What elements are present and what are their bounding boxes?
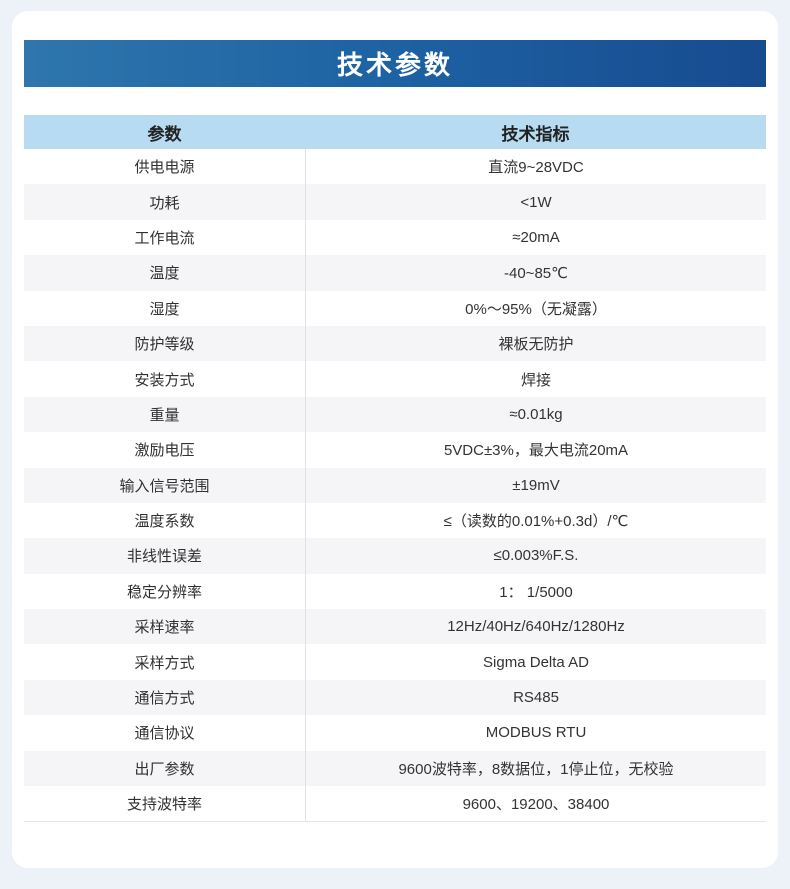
table-row: 稳定分辨率 1： 1/5000 bbox=[24, 573, 766, 610]
value-cell: <1W bbox=[305, 184, 766, 220]
value-cell: 9600、19200、38400 bbox=[305, 786, 766, 822]
value-cell: Sigma Delta AD bbox=[305, 644, 766, 680]
value-cell: 裸板无防护 bbox=[305, 325, 766, 362]
table-row: 供电电源 直流9~28VDC bbox=[24, 149, 766, 185]
table-header-value: 技术指标 bbox=[501, 124, 570, 144]
param-cell: 输入信号范围 bbox=[119, 477, 210, 495]
param-cell: 安装方式 bbox=[134, 371, 195, 389]
table-row: 重量 ≈0.01kg bbox=[24, 396, 766, 433]
param-cell: 湿度 bbox=[149, 300, 180, 318]
param-cell: 采样方式 bbox=[134, 654, 195, 672]
value-cell: ≤0.003%F.S. bbox=[305, 538, 766, 574]
table-row: 支持波特率 9600、19200、38400 bbox=[24, 786, 766, 822]
param-cell: 通信方式 bbox=[134, 690, 195, 708]
table-body: 供电电源 直流9~28VDC 功耗 <1W 工作电流 ≈20mA 温度 -40~… bbox=[24, 149, 766, 822]
section-title-bar: 技术参数 bbox=[24, 40, 766, 87]
param-cell: 温度 bbox=[149, 265, 180, 283]
table-row: 工作电流 ≈20mA bbox=[24, 219, 766, 256]
table-header-param: 参数 bbox=[147, 124, 182, 144]
param-cell: 支持波特率 bbox=[126, 796, 202, 814]
table-row: 温度 -40~85℃ bbox=[24, 255, 766, 291]
param-cell: 采样速率 bbox=[134, 619, 195, 637]
param-cell: 工作电流 bbox=[134, 229, 195, 247]
value-cell: 9600波特率，8数据位，1停止位，无校验 bbox=[305, 750, 766, 787]
table-row: 出厂参数 9600波特率，8数据位，1停止位，无校验 bbox=[24, 750, 766, 787]
spec-card: 技术参数 参数 技术指标 供电电源 直流9~28VDC 功耗 <1W 工作电流 … bbox=[12, 11, 778, 868]
table-row: 采样方式 Sigma Delta AD bbox=[24, 644, 766, 680]
table-row: 输入信号范围 ±19mV bbox=[24, 467, 766, 503]
value-cell: ±19mV bbox=[305, 467, 766, 503]
param-cell: 防护等级 bbox=[134, 336, 195, 354]
param-cell: 稳定分辨率 bbox=[126, 583, 202, 601]
table-row: 通信方式 RS485 bbox=[24, 679, 766, 716]
param-cell: 重量 bbox=[149, 406, 180, 424]
param-cell: 供电电源 bbox=[134, 159, 195, 177]
value-cell: 12Hz/40Hz/640Hz/1280Hz bbox=[305, 609, 766, 645]
value-cell: 5VDC±3%，最大电流20mA bbox=[305, 432, 766, 468]
param-cell: 出厂参数 bbox=[134, 760, 195, 778]
table-header-row: 参数 技术指标 bbox=[24, 115, 766, 149]
value-cell: -40~85℃ bbox=[305, 255, 766, 291]
value-cell: ≈20mA bbox=[305, 219, 766, 256]
value-cell: 0%～95%（无凝露） bbox=[305, 290, 766, 326]
table-row: 功耗 <1W bbox=[24, 184, 766, 220]
value-cell: 1： 1/5000 bbox=[305, 573, 766, 610]
param-cell: 激励电压 bbox=[134, 442, 195, 460]
spec-table: 参数 技术指标 供电电源 直流9~28VDC 功耗 <1W 工作电流 ≈20mA… bbox=[24, 115, 766, 823]
value-cell: 直流9~28VDC bbox=[305, 149, 766, 185]
value-cell: ≈0.01kg bbox=[305, 396, 766, 433]
table-row: 湿度 0%～95%（无凝露） bbox=[24, 290, 766, 326]
value-cell: ≤（读数的0.01%+0.3d）/℃ bbox=[305, 502, 766, 539]
table-row: 通信协议 MODBUS RTU bbox=[24, 715, 766, 751]
table-row: 防护等级 裸板无防护 bbox=[24, 325, 766, 362]
table-row: 非线性误差 ≤0.003%F.S. bbox=[24, 538, 766, 574]
table-row: 温度系数 ≤（读数的0.01%+0.3d）/℃ bbox=[24, 502, 766, 539]
table-row: 采样速率 12Hz/40Hz/640Hz/1280Hz bbox=[24, 609, 766, 645]
value-cell: RS485 bbox=[305, 679, 766, 716]
table-row: 激励电压 5VDC±3%，最大电流20mA bbox=[24, 432, 766, 468]
table-row: 安装方式 焊接 bbox=[24, 361, 766, 397]
section-title: 技术参数 bbox=[336, 50, 453, 80]
param-cell: 功耗 bbox=[149, 194, 180, 212]
value-cell: MODBUS RTU bbox=[305, 715, 766, 751]
value-cell: 焊接 bbox=[305, 361, 766, 397]
param-cell: 通信协议 bbox=[134, 725, 195, 743]
param-cell: 非线性误差 bbox=[126, 548, 202, 566]
param-cell: 温度系数 bbox=[134, 513, 195, 531]
